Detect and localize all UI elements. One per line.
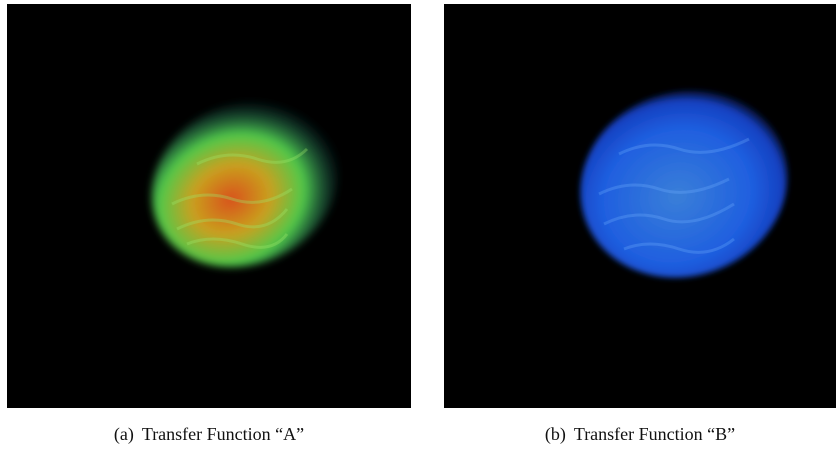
caption-b: (b) Transfer Function “B” <box>444 424 836 445</box>
panel-label: (a) <box>114 424 134 444</box>
caption-text: Transfer Function “B” <box>574 424 735 444</box>
caption-a: (a) Transfer Function “A” <box>7 424 411 445</box>
panel-label: (b) <box>545 424 566 444</box>
render-b <box>444 4 836 408</box>
render-a <box>7 4 411 408</box>
figure: (a) Transfer Function “A” (b) Transfer Fun… <box>0 0 838 449</box>
caption-text: Transfer Function “A” <box>142 424 304 444</box>
